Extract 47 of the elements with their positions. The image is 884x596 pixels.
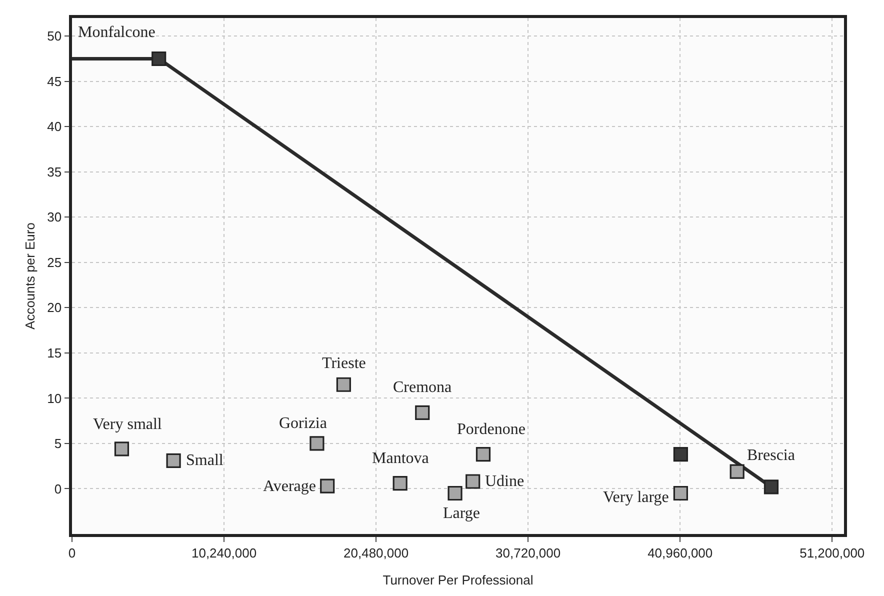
point <box>448 486 462 501</box>
annotation: Average <box>263 478 316 495</box>
annotation: Large <box>443 505 480 522</box>
x-axis-title: Turnover Per Professional <box>382 572 534 588</box>
y-tick-label: 30 <box>47 210 62 225</box>
y-axis-title: Accounts per Euro <box>22 222 38 330</box>
y-tick-label: 40 <box>47 119 62 134</box>
point <box>152 51 166 66</box>
point <box>673 486 688 501</box>
x-tick-label: 20,480,000 <box>344 545 409 560</box>
point <box>114 442 130 456</box>
point <box>166 453 181 468</box>
y-tick-label: 25 <box>47 254 62 270</box>
annotation: Small <box>186 452 224 469</box>
y-tick-label: 10 <box>47 390 62 406</box>
x-tick-label: 30,720,000 <box>496 545 561 560</box>
annotation: Brescia <box>747 447 795 464</box>
point <box>466 474 480 489</box>
point <box>310 436 324 451</box>
annotation: Udine <box>485 473 524 490</box>
annotation: Very small <box>93 416 162 433</box>
point <box>392 476 408 491</box>
point <box>476 447 491 462</box>
point <box>764 480 779 494</box>
y-tick-label: 5 <box>54 436 62 452</box>
annotation: Cremona <box>393 379 452 396</box>
annotation: Monfalcone <box>78 24 156 41</box>
x-tick-label: 51,200,000 <box>800 545 865 560</box>
x-tick-label: 40,960,000 <box>648 545 713 560</box>
point <box>320 478 335 494</box>
annotation: Gorizia <box>279 415 327 432</box>
annotation: Mantova <box>372 450 429 467</box>
y-tick-label: 50 <box>47 28 62 44</box>
x-tick-label: 10,240,000 <box>191 545 257 560</box>
x-tick-label: 0 <box>68 545 76 560</box>
annotation: Very large <box>603 489 669 506</box>
y-tick-label: 35 <box>47 164 62 180</box>
annotation: Pordenone <box>457 421 526 438</box>
point <box>336 377 351 392</box>
annotation: Trieste <box>322 355 366 372</box>
y-tick-label: 20 <box>47 300 62 316</box>
point <box>673 447 688 462</box>
point <box>730 464 744 479</box>
y-tick-label: 0 <box>54 481 62 496</box>
y-tick-label: 15 <box>47 346 62 360</box>
y-tick-label: 45 <box>47 74 62 89</box>
point <box>415 405 430 420</box>
